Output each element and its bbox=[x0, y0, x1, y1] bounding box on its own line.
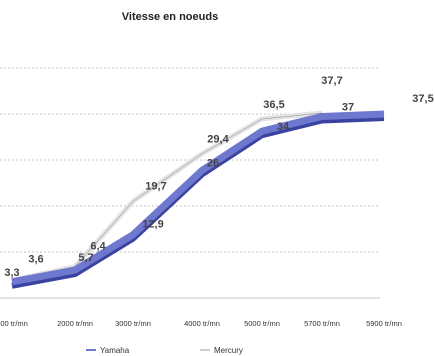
data-label-mercury-5: 37,7 bbox=[321, 75, 342, 87]
x-tick-label-6: 5900 tr/mn bbox=[366, 319, 402, 328]
data-label-yamaha-0: 3,3 bbox=[4, 267, 19, 279]
data-label-yamaha-3: 26 bbox=[207, 157, 219, 169]
chart-title: Vitesse en noeuds bbox=[122, 11, 218, 23]
data-label-yamaha-6: 37,5 bbox=[412, 93, 433, 105]
series-line-mercury bbox=[11, 110, 323, 283]
legend: Yamaha Mercury bbox=[86, 346, 243, 355]
data-label-yamaha-1: 5,7 bbox=[78, 252, 93, 264]
data-label-yamaha-2: 12,9 bbox=[142, 219, 163, 231]
series-shadow-yamaha bbox=[11, 115, 385, 289]
data-label-yamaha-4: 34 bbox=[277, 121, 290, 133]
data-label-mercury-1: 6,4 bbox=[90, 241, 106, 253]
x-tick-label-5: 5700 tr/mn bbox=[304, 319, 340, 328]
x-tick-label-2: 3000 tr/mn bbox=[115, 319, 151, 328]
data-label-mercury-0: 3,6 bbox=[28, 253, 43, 265]
data-label-mercury-2: 19,7 bbox=[145, 180, 166, 192]
x-tick-label-0: 000 tr/mn bbox=[0, 319, 28, 328]
legend-label-mercury: Mercury bbox=[214, 346, 243, 355]
x-tick-label-3: 4000 tr/mn bbox=[184, 319, 220, 328]
data-label-mercury-4: 36,5 bbox=[263, 99, 284, 111]
x-tick-label-4: 5000 tr/mn bbox=[244, 319, 280, 328]
x-tick-label-1: 2000 tr/mn bbox=[57, 319, 93, 328]
data-label-mercury-3: 29,4 bbox=[207, 134, 229, 146]
legend-label-yamaha: Yamaha bbox=[100, 346, 130, 355]
data-label-yamaha-5: 37 bbox=[342, 101, 354, 113]
series-line-yamaha bbox=[11, 110, 385, 286]
series-edge-mercury bbox=[11, 112, 323, 281]
